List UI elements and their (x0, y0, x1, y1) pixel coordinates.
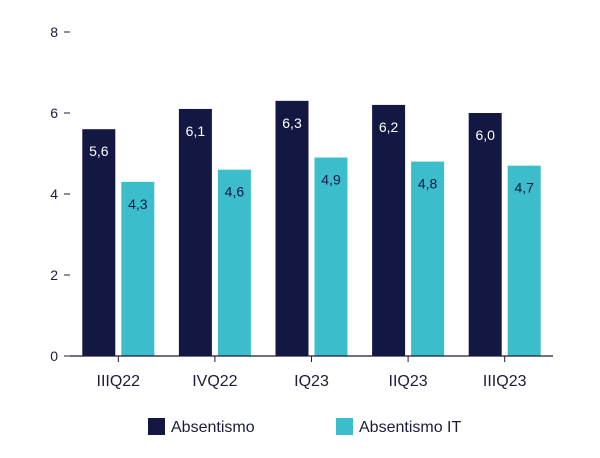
data-label: 6,2 (379, 119, 399, 135)
legend-swatch (336, 418, 353, 435)
data-label: 4,6 (225, 184, 245, 200)
bar-absentismo (82, 129, 116, 356)
y-tick-label: 0 (50, 348, 58, 364)
legend: Absentismo Absentismo IT (148, 418, 461, 436)
bar-absentismo-it (217, 169, 251, 356)
bar-absentismo (178, 108, 212, 356)
data-label: 6,1 (186, 123, 206, 139)
y-tick-label: 2 (50, 267, 58, 283)
x-category-label: IIIQ23 (483, 373, 527, 390)
data-label: 4,9 (321, 172, 341, 188)
bar-absentismo (372, 104, 406, 357)
x-category-label: IQ23 (294, 373, 329, 390)
y-tick-label: 8 (50, 24, 58, 40)
x-category-label: IVQ22 (192, 373, 237, 390)
data-label: 6,3 (282, 115, 302, 131)
data-label: 4,7 (514, 180, 534, 196)
legend-swatch (148, 418, 165, 435)
data-label: 6,0 (475, 127, 495, 143)
bar-absentismo-it (411, 161, 445, 356)
data-labels: 5,6 4,3 6,1 4,6 6,3 4,9 6,2 4,8 6,0 4,7 (89, 115, 534, 212)
data-label: 4,8 (418, 176, 438, 192)
x-category-label: IIIQ22 (97, 373, 141, 390)
y-tick-label: 6 (50, 105, 58, 121)
bar-absentismo-it (314, 157, 348, 356)
x-category-label: IIQ23 (389, 373, 428, 390)
bar-absentismo (468, 113, 502, 356)
bar-absentismo-it (121, 181, 155, 356)
legend-label: Absentismo (171, 419, 255, 436)
bar-absentismo-it (507, 165, 541, 356)
x-axis: IIIQ22 IVQ22 IQ23 IIQ23 IIIQ23 (70, 355, 553, 390)
bar-absentismo (275, 100, 309, 356)
data-label: 4,3 (128, 196, 148, 212)
bars (82, 100, 541, 357)
y-axis: 0 2 4 6 8 (50, 24, 70, 364)
data-label: 5,6 (89, 143, 109, 159)
legend-label: Absentismo IT (359, 419, 461, 436)
y-tick-label: 4 (50, 186, 58, 202)
